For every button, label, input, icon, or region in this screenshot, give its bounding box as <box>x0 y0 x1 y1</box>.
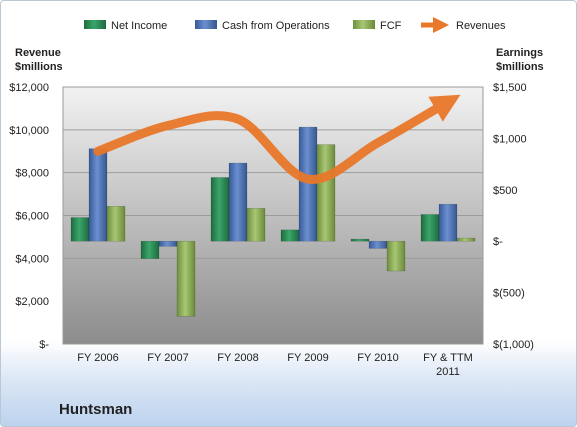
chart-title: Huntsman <box>59 401 132 418</box>
legend-label-cash-from-operations: Cash from Operations <box>222 20 330 32</box>
x-tick-label: FY 2008 <box>217 352 258 364</box>
revenue-line <box>93 94 461 184</box>
bar-cash-from-operations <box>158 240 178 247</box>
legend-swatch-fcf <box>353 20 375 29</box>
x-axis-ticks: FY 2006 FY 2007 FY 2008 FY 2009 FY 2010 FY & … <box>77 352 473 378</box>
left-tick-label: $4,000 <box>15 253 49 265</box>
bar-cash-from-operations <box>298 126 318 242</box>
left-axis-ticks: $12,000 $10,000 $8,000 $6,000 $4,000 $2,000 $- <box>9 82 49 351</box>
legend: Net Income Cash from Operations FCF Reve… <box>84 16 506 34</box>
bar-fcf <box>246 208 266 242</box>
x-tick-label: FY 2009 <box>287 352 328 364</box>
right-tick-label: $500 <box>493 185 517 197</box>
left-axis-title-line2: $millions <box>15 61 63 73</box>
legend-swatch-cash-from-operations <box>195 20 217 29</box>
bar-net-income <box>70 217 90 242</box>
x-tick-label: FY 2007 <box>147 352 188 364</box>
left-tick-label: $6,000 <box>15 211 49 223</box>
left-tick-label: $12,000 <box>9 82 49 94</box>
left-tick-label: $2,000 <box>15 296 49 308</box>
bars-group <box>70 126 476 317</box>
bar-net-income <box>350 238 370 242</box>
bar-fcf <box>456 237 476 242</box>
right-axis-title-line1: Earnings <box>496 47 543 59</box>
x-tick-label: FY 2010 <box>357 352 398 364</box>
legend-swatch-net-income <box>84 20 106 29</box>
left-tick-label: $8,000 <box>15 168 49 180</box>
bar-fcf <box>106 205 126 242</box>
bar-fcf <box>316 144 336 242</box>
left-axis-title-line1: Revenue <box>15 47 61 59</box>
bar-cash-from-operations <box>438 203 458 242</box>
bar-fcf <box>176 240 196 317</box>
bar-cash-from-operations <box>368 240 388 249</box>
bar-cash-from-operations <box>228 162 248 242</box>
bar-net-income <box>420 214 440 242</box>
x-tick-label: FY & TTM 2011 <box>423 352 473 378</box>
bar-fcf <box>386 240 406 272</box>
right-tick-label: $(500) <box>493 288 525 300</box>
bar-net-income <box>210 177 230 242</box>
right-axis-ticks: $1,500 $1,000 $500 $- $(500) $(1,000) <box>493 82 534 351</box>
bar-cash-from-operations <box>88 148 108 242</box>
gridlines <box>63 86 483 302</box>
left-tick-label: $- <box>39 339 49 351</box>
right-tick-label: $1,000 <box>493 133 527 145</box>
right-tick-label: $1,500 <box>493 82 527 94</box>
legend-label-net-income: Net Income <box>111 20 167 32</box>
legend-label-fcf: FCF <box>380 20 402 32</box>
bar-net-income <box>140 240 160 259</box>
bar-net-income <box>280 229 300 242</box>
left-tick-label: $10,000 <box>9 125 49 137</box>
x-tick-label: FY 2006 <box>77 352 118 364</box>
right-tick-label: $- <box>493 236 503 248</box>
legend-label-revenues: Revenues <box>456 20 506 32</box>
revenue-line-group <box>93 94 461 184</box>
right-tick-label: $(1,000) <box>493 339 534 351</box>
right-axis-title-line2: $millions <box>496 61 544 73</box>
